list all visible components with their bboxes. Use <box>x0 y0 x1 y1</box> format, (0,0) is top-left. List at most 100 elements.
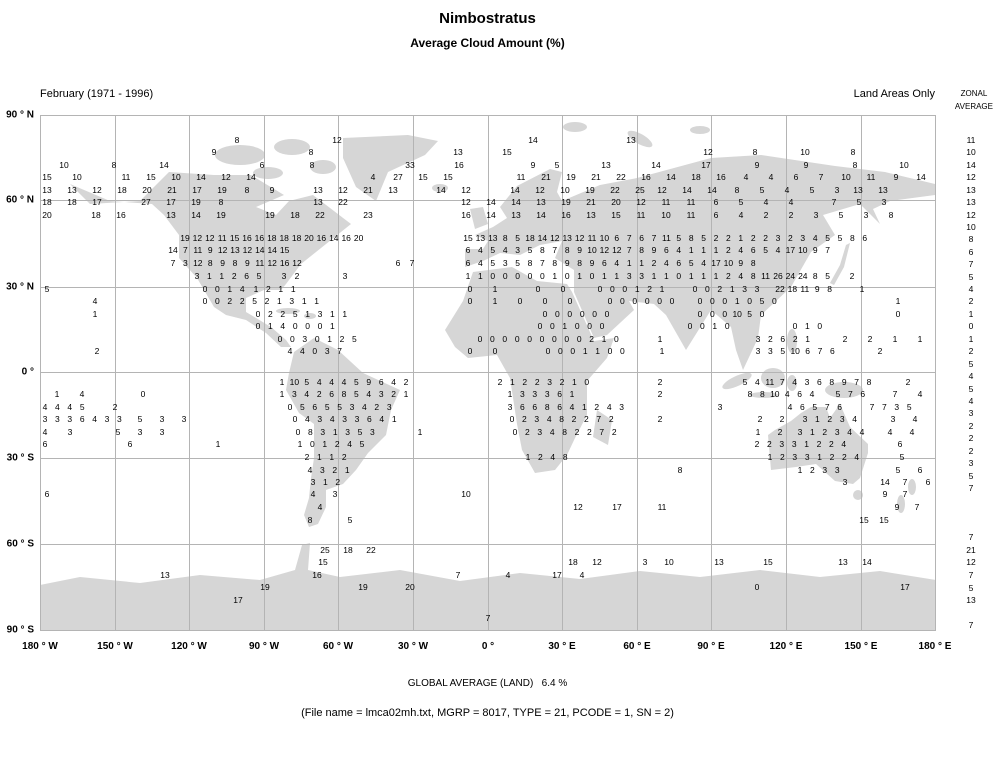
grid-value: 2 <box>849 271 855 281</box>
cuba <box>276 308 300 314</box>
grid-value: 25 <box>635 185 645 195</box>
grid-value: 12 <box>461 185 471 195</box>
grid-value: 0 <box>539 334 545 344</box>
lat-axis-label: 90 ° N <box>6 109 34 121</box>
grid-value: 3 <box>839 414 845 424</box>
grid-value: 11 <box>217 233 227 243</box>
grid-value: 8 <box>677 465 683 475</box>
grid-value: 5 <box>899 452 905 462</box>
philippines <box>787 329 797 353</box>
grid-value: 3 <box>67 414 73 424</box>
grid-value: 3 <box>755 334 761 344</box>
grid-value: 22 <box>610 185 620 195</box>
lon-axis-label: 180 ° W <box>22 641 58 652</box>
grid-value: 3 <box>159 427 165 437</box>
grid-value: 9 <box>530 160 536 170</box>
grid-value: 8 <box>527 258 533 268</box>
grid-value: 13 <box>388 185 398 195</box>
grid-value: 4 <box>42 402 48 412</box>
grid-value: 10 <box>723 258 734 268</box>
grid-value: 5 <box>490 258 496 268</box>
grid-value: 1 <box>582 346 588 356</box>
grid-value: 0 <box>517 296 523 306</box>
grid-value: 6 <box>862 233 868 243</box>
grid-value: 3 <box>802 414 808 424</box>
zonal-average-value: 2 <box>968 296 974 306</box>
grid-value: 0 <box>607 296 613 306</box>
continent-south-america <box>286 338 400 527</box>
grid-value: 15 <box>443 172 453 182</box>
grid-value: 1 <box>465 271 471 281</box>
grid-value: 2 <box>227 296 233 306</box>
grid-value: 18 <box>787 284 798 294</box>
grid-value: 0 <box>490 334 495 344</box>
grid-value: 7 <box>779 377 785 387</box>
grid-value: 2 <box>374 402 380 412</box>
grid-value: 1 <box>391 414 397 424</box>
zonal-average-value: 11 <box>966 135 976 145</box>
arctic-island <box>215 145 265 165</box>
grid-value: 12 <box>535 185 545 195</box>
grid-value: 13 <box>488 233 498 243</box>
grid-value: 5 <box>906 402 912 412</box>
grid-value: 3 <box>800 233 806 243</box>
lon-axis-label: 150 ° W <box>97 641 133 652</box>
grid-value: 0 <box>202 284 208 294</box>
grid-value: 0 <box>592 309 597 319</box>
grid-value: 0 <box>669 296 675 306</box>
grid-value: 2 <box>335 477 341 487</box>
grid-value: 3 <box>890 414 896 424</box>
grid-value: 1 <box>330 309 335 319</box>
grid-value: 3 <box>626 271 632 281</box>
severnaya-zemlya <box>690 126 710 134</box>
grid-value: 4 <box>887 427 893 437</box>
grid-value: 0 <box>477 334 483 344</box>
grid-value: 1 <box>277 296 282 306</box>
grid-value: 5 <box>115 427 121 437</box>
grid-value: 1 <box>572 377 577 387</box>
new-zealand-north <box>908 479 916 495</box>
grid-value: 0 <box>657 296 662 306</box>
grid-value: 0 <box>607 346 613 356</box>
grid-value: 0 <box>277 334 283 344</box>
lon-axis-label: 180 ° E <box>918 641 952 652</box>
grid-value: 21 <box>586 197 596 207</box>
sulawesi <box>787 375 797 391</box>
grid-value: 6 <box>713 210 719 220</box>
grid-value: 21 <box>591 172 601 182</box>
grid-value: 17 <box>552 570 562 580</box>
grid-value: 5 <box>688 258 694 268</box>
grid-value: 2 <box>792 334 798 344</box>
zonal-average-value: 3 <box>968 408 974 418</box>
grid-value: 3 <box>742 284 747 294</box>
grid-value: 14 <box>707 185 717 195</box>
grid-value: 8 <box>562 452 568 462</box>
grid-value: 16 <box>242 233 252 243</box>
grid-value: 8 <box>750 258 756 268</box>
grid-value: 17 <box>166 197 176 207</box>
grid-value: 8 <box>850 147 856 157</box>
grid-value: 4 <box>743 172 749 182</box>
grid-value: 12 <box>461 197 471 207</box>
grid-value: 14 <box>329 233 339 243</box>
grid-value: 4 <box>841 439 847 449</box>
grid-value: 1 <box>659 346 665 356</box>
grid-value: 3 <box>834 427 840 437</box>
grid-value: 0 <box>564 271 570 281</box>
grid-value: 1 <box>562 321 568 331</box>
grid-value: 0 <box>292 414 298 424</box>
grid-value: 12 <box>550 233 560 243</box>
grid-value: 6 <box>917 465 923 475</box>
grid-value: 6 <box>329 389 334 399</box>
grid-value: 1 <box>478 271 483 281</box>
grid-value: 0 <box>502 334 508 344</box>
new-guinea <box>825 382 863 398</box>
grid-value: 2 <box>280 309 286 319</box>
grid-value: 7 <box>651 233 657 243</box>
grid-value: 0 <box>215 296 220 306</box>
grid-value: 14 <box>436 185 446 195</box>
grid-value: 5 <box>701 233 706 243</box>
grid-value: 8 <box>244 185 250 195</box>
grid-value: 0 <box>676 271 682 281</box>
grid-value: 10 <box>59 160 69 170</box>
